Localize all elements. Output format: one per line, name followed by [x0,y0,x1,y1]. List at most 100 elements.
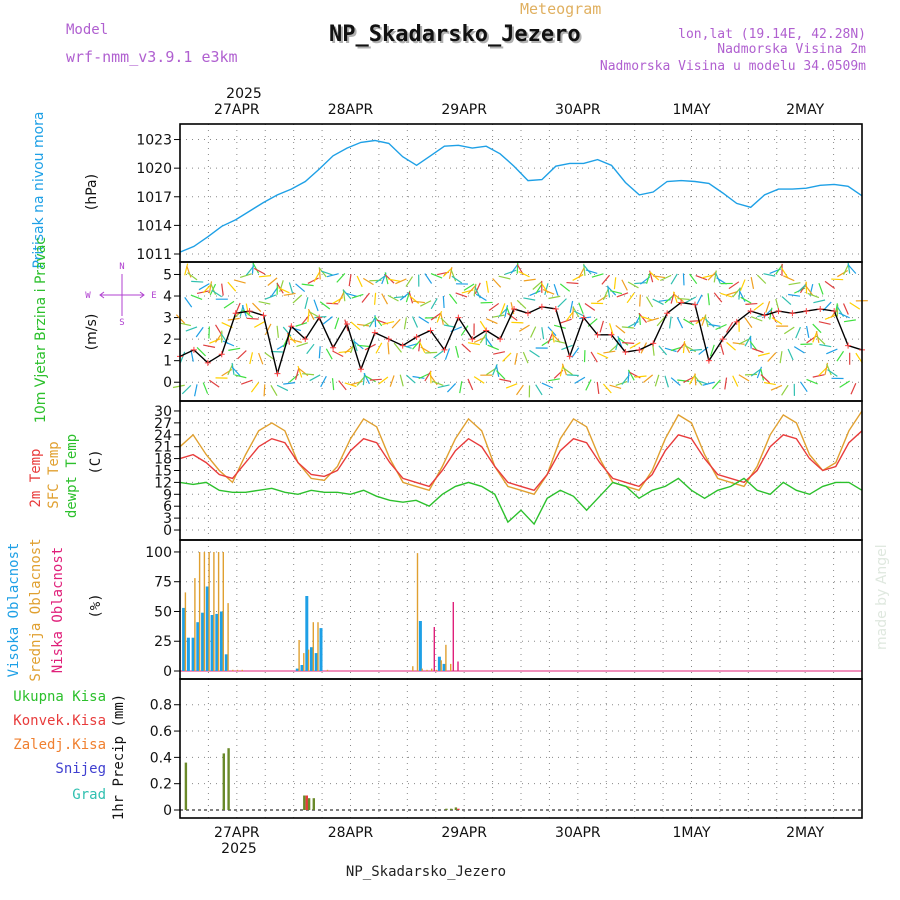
wind-arrow [551,330,555,343]
wind-arrow [532,281,543,290]
wind-arrow [566,281,579,285]
legend-frozen-rain: Zaledj.Kisa [13,737,106,753]
wind-arrow [818,321,831,325]
wind-arrow [541,338,553,347]
wind-ylabel: 10m Vjetar Brzina i Pravac [33,237,49,423]
wind-arrow [475,293,487,302]
wind-speed-marker [678,299,685,306]
wind-arrow [673,293,684,303]
wind-speed-marker [817,305,824,312]
wind-arrow [283,292,296,296]
wind-arrow [492,278,502,288]
wind-arrow [664,375,669,388]
wind-arrow [510,263,519,274]
ytick-label: 21 [154,440,172,456]
ytick-label: 0 [163,523,172,539]
wind-arrow [276,325,279,338]
cloud-bar [191,637,195,671]
ytick-label: 0.6 [150,724,172,740]
ytick-label: 1011 [136,247,172,263]
wind-arrow [783,326,795,335]
precip-bar [312,798,315,810]
ytick-label: 12 [154,475,172,491]
wind-arrow [474,282,481,295]
date-label-bottom: 2MAY [786,825,824,841]
wind-arrow [578,302,584,315]
wind-arrow [430,312,442,321]
legend-conv-rain: Konvek.Kisa [13,713,106,729]
wind-arrow [795,326,801,339]
wind-arrow [250,382,260,393]
cloud-bar [312,622,314,671]
wind-arrow [387,342,390,355]
wind-arrow [548,295,561,300]
wind-arrow [381,293,389,305]
wind-arrow [302,373,315,376]
wind-arrow [516,261,519,274]
wind-arrow [732,287,741,298]
cloud-bar [300,665,304,671]
cloud-bar [421,668,423,671]
wind-arrow [433,350,444,359]
wind-arrow [711,379,721,390]
wind-arrow [388,278,401,282]
wind-arrow [228,347,241,351]
wind-speed-marker [483,327,490,334]
wind-arrow [843,319,856,323]
wind-arrow [838,312,850,319]
wind-arrow [391,318,401,329]
wind-arrow [403,317,407,330]
wind-arrow [805,325,810,338]
cloud-bar [431,668,433,671]
ytick-label: 0 [163,664,172,680]
wind-speed-marker [747,308,754,315]
wind-arrow [850,382,857,395]
date-label-top: 29APR [441,102,487,118]
wind-arrow [321,270,333,276]
cloud-bar [220,611,223,671]
ytick-label: 0.2 [150,777,172,793]
wind-arrow [664,347,677,353]
wind-arrow [342,289,346,302]
wind-arrow [596,352,609,359]
wind-arrow [763,381,776,386]
wind-arrow [306,343,315,355]
wind-arrow [246,317,259,320]
wind-arrow [234,302,241,315]
wind-arrow [566,374,579,377]
lonlat-text: lon,lat (19.14E, 42.28N) [678,27,866,42]
cloud-bar [205,586,209,671]
altitude-text: Nadmorska Visina 2m [717,42,866,57]
wind-arrow [658,345,668,356]
wind-arrow [818,283,824,295]
wind-arrow [523,297,536,301]
wind-arrow [294,368,300,380]
wind-arrow [295,283,306,293]
cloud-bar [317,622,319,671]
wind-arrow [767,352,777,362]
cloud-bar [236,669,239,671]
wind-arrow [647,317,659,322]
wind-arrow [292,294,303,304]
wind-speed-marker [274,370,281,377]
wind-arrow [750,316,763,322]
wind-arrow [446,383,457,393]
wind-arrow [395,278,407,285]
wind-arrow [301,283,314,287]
wind-arrow [585,379,592,391]
wind-arrow [571,347,580,358]
wind-arrow [781,384,789,396]
wind-arrow [487,344,499,351]
date-label-top: 28APR [328,102,374,118]
wind-arrow [467,284,477,295]
wind-speed-marker [831,308,838,315]
wind-arrow [431,380,444,387]
ytick-label: 1023 [136,133,172,149]
wind-arrow [313,299,319,312]
wind-arrow [221,283,224,296]
cloud-bar [227,603,229,671]
wind-arrow [672,291,678,304]
wind-arrow [793,346,805,354]
cloud-bar [310,647,313,671]
